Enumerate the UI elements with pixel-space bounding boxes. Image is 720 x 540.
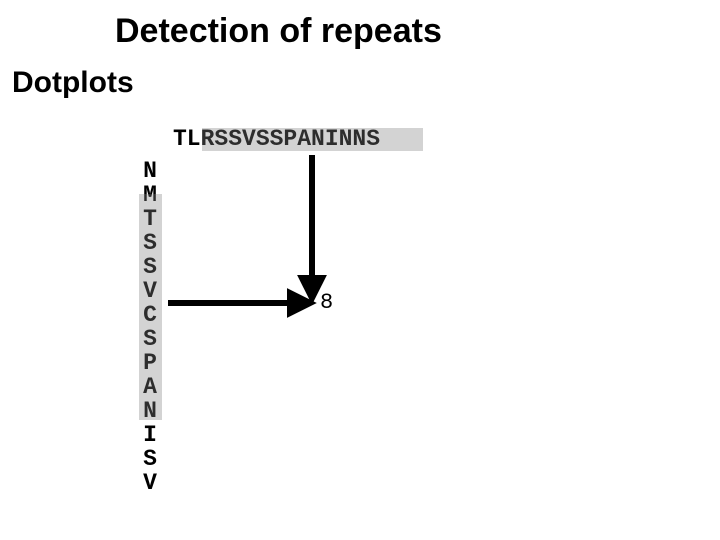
arrow-down-icon <box>0 0 720 540</box>
match-count-label: 8 <box>320 290 333 315</box>
